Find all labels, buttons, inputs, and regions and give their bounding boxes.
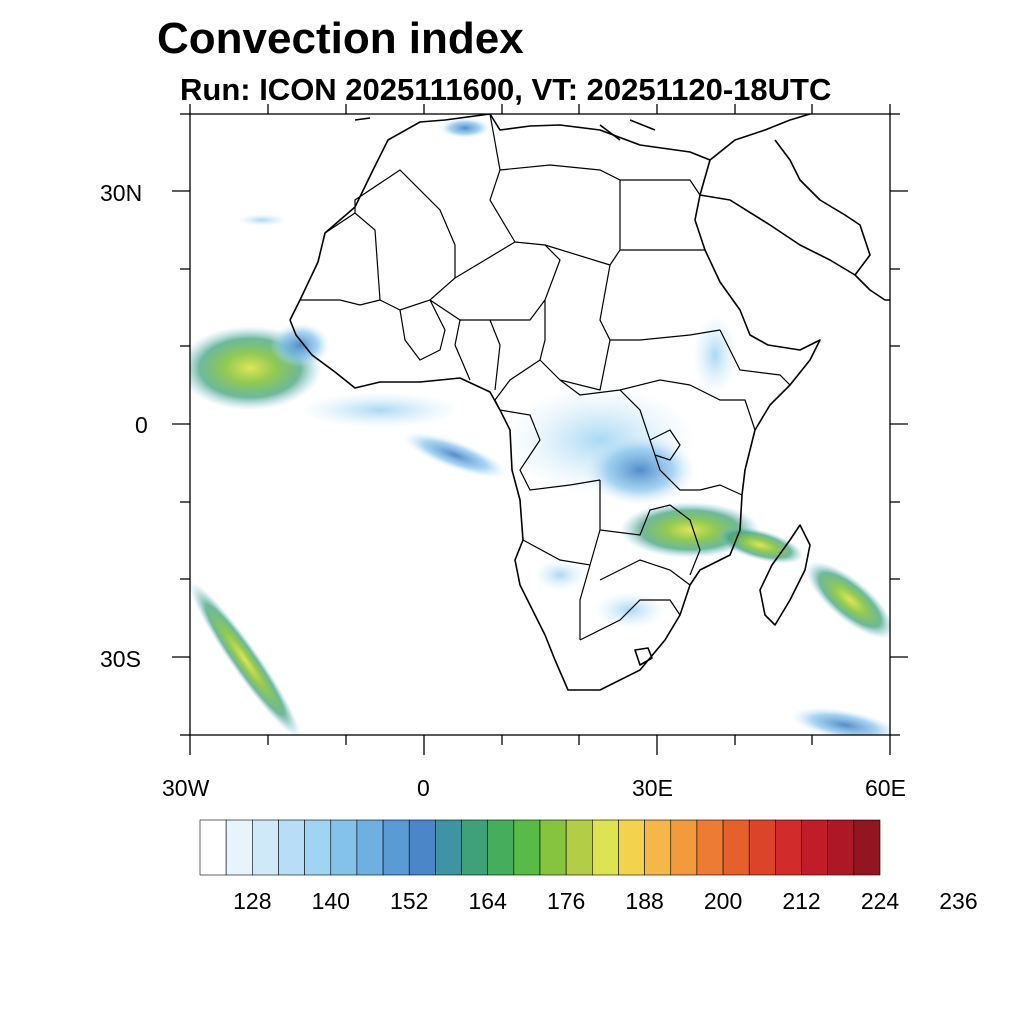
- colorbar-box: [461, 819, 488, 876]
- colorbar-box: [565, 819, 593, 876]
- colorbar-box: [382, 819, 410, 876]
- convection-band-gulf-of-guinea: [300, 392, 460, 428]
- coast-madagascar: [759, 524, 811, 626]
- colorbar-box: [252, 819, 279, 876]
- colorbar-box: [487, 819, 515, 876]
- border-congo-gabon: [499, 409, 601, 491]
- convection-field: [190, 114, 890, 735]
- convection-area-canary: [237, 214, 287, 226]
- border-niger: [429, 241, 561, 321]
- coast-sub-saharan-africa: [289, 159, 821, 691]
- border-lake-victoria: [649, 429, 681, 461]
- colorbar-box: [408, 819, 436, 876]
- border-libya: [499, 164, 621, 266]
- border-drc-east: [619, 389, 743, 496]
- colorbar-box: [801, 819, 828, 876]
- colorbar-box: [722, 819, 750, 876]
- lon-ticks: [189, 104, 891, 755]
- map-subtitle: Run: ICON 2025111600, VT: 20251120-18UTC: [180, 72, 832, 107]
- convection-area-ethiopia: [693, 315, 737, 395]
- coast-mediterranean-islands: [354, 117, 656, 141]
- coast-arabia: [699, 139, 871, 276]
- lon-label-0: 0: [417, 775, 430, 801]
- border-mauritania: [300, 212, 381, 306]
- colorbar-box: [618, 819, 645, 876]
- colorbar-tick-label: 188: [625, 888, 664, 914]
- colorbar-box: [827, 819, 855, 876]
- colorbar-tick-label: 152: [390, 888, 429, 914]
- convection-area-mediterranean: [440, 118, 490, 138]
- convection-area-east-congo: [585, 435, 695, 505]
- colorbar-tick-label: 236: [939, 888, 978, 914]
- colorbar-box: [592, 819, 619, 876]
- lat-ticks: [172, 113, 908, 736]
- lon-label-30e: 30E: [632, 775, 673, 801]
- colorbar-tick-label: 200: [703, 888, 743, 914]
- border-chad: [539, 300, 611, 391]
- border-burkina-ghana: [399, 299, 446, 361]
- border-ethiopia-kenya: [689, 329, 791, 431]
- colorbar-tick-label: 164: [468, 888, 507, 914]
- border-south-africa: [579, 599, 681, 641]
- convection-cluster-guinea: [270, 323, 330, 367]
- convection-band-south-atlantic: [403, 432, 507, 478]
- border-mali-algeria: [354, 169, 456, 311]
- border-egypt: [620, 179, 701, 196]
- coastlines: [289, 114, 890, 691]
- colorbar-box: [696, 819, 724, 876]
- coast-lesotho: [634, 647, 653, 666]
- colorbar-box: [199, 819, 227, 876]
- lon-label-30w: 30W: [162, 775, 210, 801]
- lat-label-equator: 0: [135, 412, 148, 438]
- colorbar-box: [644, 819, 672, 876]
- convection-band-south-atlantic-front: [190, 581, 301, 735]
- colorbar-box: [853, 819, 881, 876]
- coast-north-africa: [489, 114, 711, 161]
- colorbar-box: [330, 819, 358, 876]
- colorbar-box: [670, 819, 698, 876]
- border-zambia: [599, 480, 701, 576]
- border-nigeria: [454, 319, 501, 391]
- colorbar-box: [356, 819, 384, 876]
- colorbar-box: [304, 819, 332, 876]
- colorbar-tick-label: 176: [546, 888, 586, 914]
- border-sudan: [599, 249, 721, 341]
- colorbar-tick-label: 212: [782, 888, 821, 914]
- coast-northwest-africa: [289, 114, 491, 321]
- colorbar: [199, 819, 881, 876]
- lat-label-30n: 30N: [100, 180, 143, 206]
- coast-oman: [854, 274, 890, 301]
- colorbar-box: [435, 819, 462, 876]
- colorbar-box: [278, 819, 305, 876]
- lon-label-60e: 60E: [865, 775, 906, 801]
- border-tunisia-libya: [489, 114, 516, 243]
- convection-band-madagascar: [805, 561, 890, 639]
- colorbar-tick-label: 140: [311, 888, 350, 914]
- map-title: Convection index: [157, 14, 524, 63]
- border-namibia-botswana: [579, 559, 691, 640]
- colorbar-box: [775, 819, 802, 876]
- convection-area-angola: [535, 560, 585, 590]
- colorbar-tick-label: 224: [860, 888, 900, 914]
- border-angola: [522, 529, 601, 566]
- colorbar-box: [513, 819, 541, 876]
- colorbar-box: [539, 819, 567, 876]
- colorbar-box: [748, 819, 776, 876]
- map-frame: [172, 104, 908, 755]
- country-borders: [300, 114, 791, 641]
- colorbar-tick-label: 128: [233, 888, 272, 914]
- coast-levant: [709, 114, 811, 161]
- colorbar-box: [225, 819, 253, 876]
- convection-band-indian-ocean: [790, 707, 890, 735]
- lat-label-30s: 30S: [100, 646, 141, 672]
